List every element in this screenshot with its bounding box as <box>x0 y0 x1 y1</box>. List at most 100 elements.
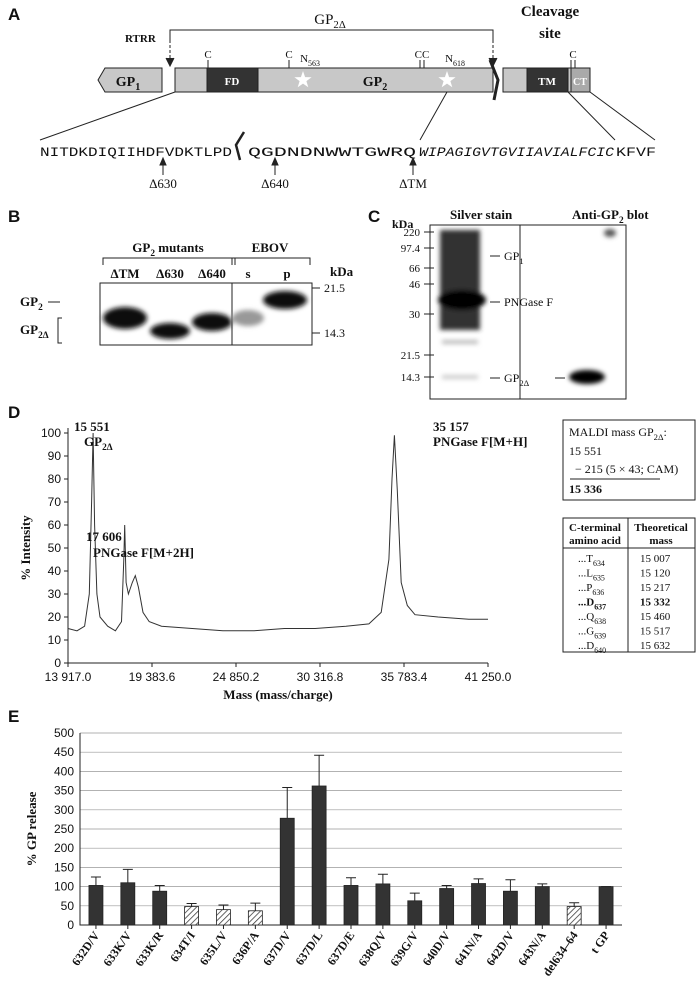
table-cell: ...T634 <box>578 553 605 568</box>
y-axis-label: % GP release <box>24 791 39 866</box>
marker-label: 21.5 <box>401 350 421 362</box>
marker-label: 46 <box>409 279 421 291</box>
x-tick-label: 641N/A <box>451 928 485 968</box>
error-bar <box>154 884 165 892</box>
band-label: GP2Δ <box>20 322 49 341</box>
table-cell: 15 120 <box>640 568 671 580</box>
cysteine-label: C <box>285 49 292 61</box>
text-part: GP <box>20 294 38 309</box>
lane-label: s <box>245 266 250 281</box>
x-tick-label: 633K/R <box>132 928 166 969</box>
error-bar <box>218 904 229 910</box>
text-part: N <box>445 53 453 65</box>
y-tick-label: 30 <box>48 587 62 601</box>
error-bar <box>409 892 420 901</box>
mass-table <box>562 517 696 653</box>
bar <box>407 900 423 926</box>
bar <box>598 886 614 926</box>
lane-label: Silver stain <box>450 207 513 222</box>
x-tick-label: 13 917.0 <box>45 670 92 684</box>
error-bar <box>282 787 293 819</box>
sequence: WIPAGIGVTGVIIAVIALFCIC <box>419 145 614 160</box>
bar <box>439 888 455 926</box>
bar <box>247 910 263 926</box>
rtrr-label: RTRR <box>125 33 157 45</box>
y-tick-label: 50 <box>61 899 75 913</box>
text-part: MALDI mass GP <box>569 425 654 439</box>
table-frame <box>562 517 696 653</box>
marker-label: 97.4 <box>401 243 421 255</box>
panel-label: B <box>8 207 20 226</box>
error-bar <box>473 878 484 884</box>
peak-mass: 17 606 <box>86 529 122 544</box>
y-tick-label: 10 <box>48 633 62 647</box>
break-mark <box>488 59 500 101</box>
smear <box>440 230 480 330</box>
y-tick-label: 20 <box>48 610 62 624</box>
marker-label: 220 <box>404 227 421 239</box>
peak-mass: 35 157 <box>433 419 469 434</box>
band <box>569 370 605 384</box>
table-header: mass <box>649 535 673 547</box>
bar <box>184 906 199 926</box>
subscript: 638 <box>594 617 606 626</box>
subscript: 2Δ <box>333 19 345 31</box>
text-part: : <box>664 425 667 439</box>
table-cell: ...D640 <box>578 640 606 655</box>
group-label: EBOV <box>252 240 289 255</box>
kda-label: kDa <box>330 264 354 279</box>
y-tick-label: 500 <box>54 726 74 740</box>
x-tick-label: 643N/A <box>515 928 549 968</box>
western-blot <box>48 257 320 346</box>
text-part: mutants <box>155 240 204 255</box>
spot <box>604 229 616 237</box>
error-bar <box>441 884 452 889</box>
table-cell: 15 217 <box>640 582 671 594</box>
text-part: ...Q <box>578 611 594 623</box>
lane-brackets <box>102 257 311 265</box>
y-tick-label: 0 <box>54 656 61 670</box>
subscript: 2 <box>150 249 155 259</box>
bar <box>311 785 327 926</box>
bar <box>120 882 136 926</box>
text-part: GP <box>504 371 520 385</box>
band <box>103 307 147 329</box>
y-axis-label: % Intensity <box>18 515 33 581</box>
text-part: Anti-GP <box>572 207 619 222</box>
bar <box>343 885 359 926</box>
table-cell: 15 007 <box>640 553 671 565</box>
subscript: 2Δ <box>38 331 49 341</box>
protein-diagram <box>39 29 656 175</box>
table-cell: 15 460 <box>640 611 671 623</box>
error-bar <box>122 868 133 883</box>
text-part: ...T <box>578 553 593 565</box>
x-tick-label: 30 316.8 <box>297 670 344 684</box>
y-tick-label: 40 <box>48 564 62 578</box>
band <box>263 291 307 309</box>
error-bar <box>377 873 388 884</box>
x-tick-label: 24 850.2 <box>213 670 260 684</box>
peak-mass: 15 551 <box>74 419 110 434</box>
text-part: GP <box>132 240 150 255</box>
truncation-label: Δ630 <box>149 176 177 191</box>
subscript: 2 <box>38 303 43 313</box>
x-tick-label: 636P/A <box>229 928 262 967</box>
text-part: ...D <box>578 597 594 609</box>
band <box>150 323 190 339</box>
bands <box>103 291 307 339</box>
gp1-domain <box>97 67 163 93</box>
sequence: NITDKDIQIIHDFVDKTLPD <box>40 145 232 160</box>
lane-label: ΔTM <box>110 266 139 281</box>
domain-label: GP1 <box>116 75 141 93</box>
error-bar <box>90 876 101 886</box>
table-cell: ...Q638 <box>578 611 606 626</box>
x-tick-label: 41 250.0 <box>465 670 512 684</box>
band <box>192 313 232 331</box>
tm-domain <box>526 67 569 93</box>
domain-label: CT <box>573 77 587 88</box>
y-tick-label: 60 <box>48 518 62 532</box>
lane-label: p <box>283 266 290 281</box>
subscript: 2Δ <box>654 432 664 442</box>
silver-gel <box>424 224 627 400</box>
glycan-label: N563 <box>300 53 320 68</box>
